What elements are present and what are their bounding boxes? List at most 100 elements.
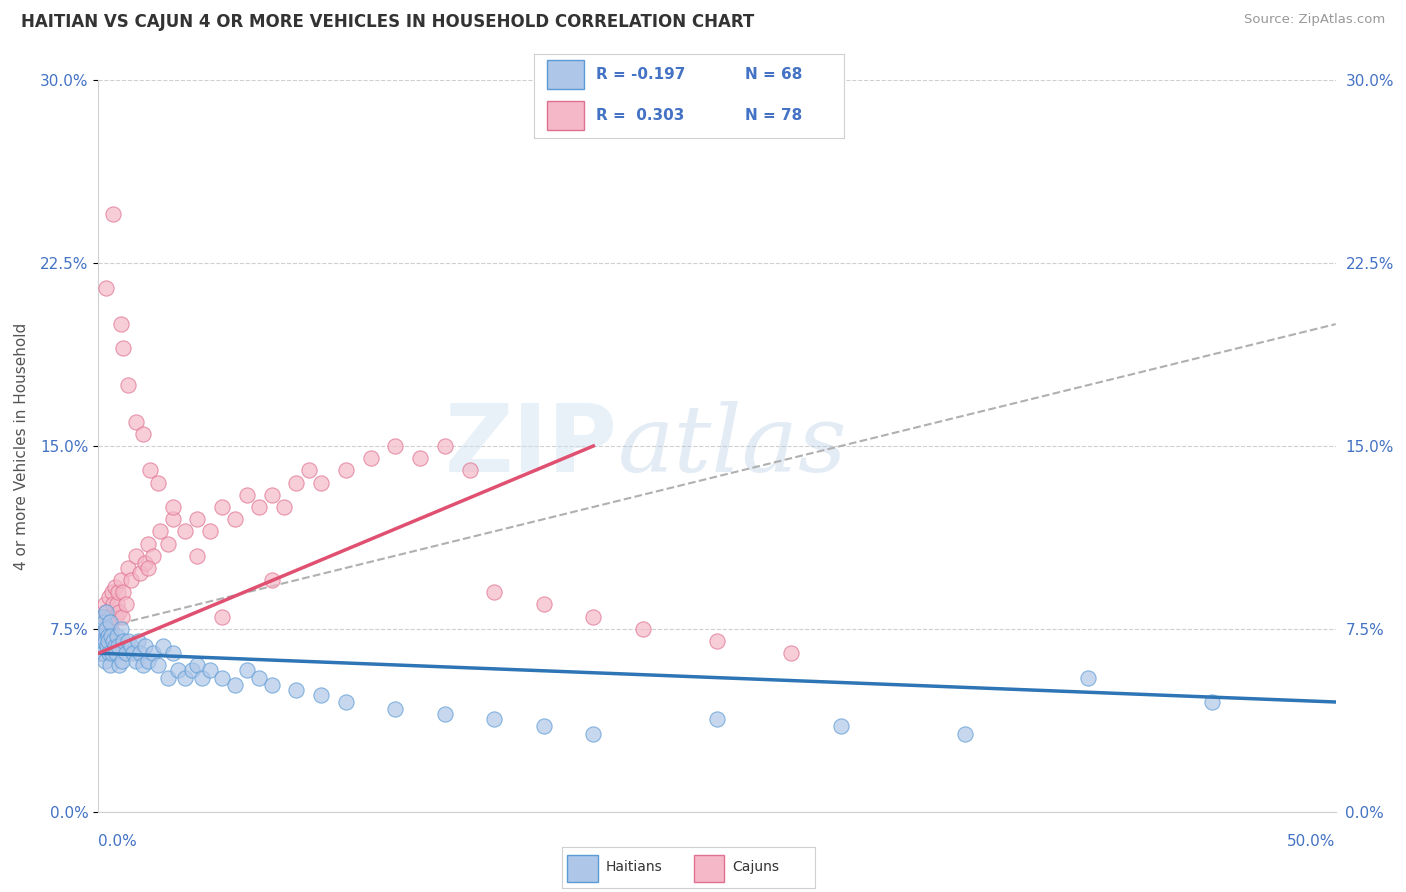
Text: ZIP: ZIP [446, 400, 619, 492]
Y-axis label: 4 or more Vehicles in Household: 4 or more Vehicles in Household [14, 322, 30, 570]
Point [117, 634, 139, 648]
Point [309, 475, 332, 490]
Point [90, 629, 112, 643]
Point [458, 463, 481, 477]
Point [96, 605, 118, 619]
Point [780, 646, 803, 660]
Point [91, 622, 114, 636]
Point [146, 658, 169, 673]
Point [186, 512, 208, 526]
Point [94, 622, 117, 636]
Point [96, 634, 118, 648]
Point [97, 629, 120, 643]
Point [198, 663, 221, 677]
Point [285, 682, 308, 697]
Point [484, 585, 506, 599]
Point [124, 549, 146, 563]
Bar [547, 61, 583, 89]
Point [181, 663, 204, 677]
Point [582, 609, 605, 624]
Point [132, 426, 155, 441]
Point [96, 639, 118, 653]
Point [117, 561, 139, 575]
Text: HAITIAN VS CAJUN 4 OR MORE VEHICLES IN HOUSEHOLD CORRELATION CHART: HAITIAN VS CAJUN 4 OR MORE VEHICLES IN H… [21, 13, 755, 31]
Point [89, 634, 111, 648]
Point [117, 378, 139, 392]
Bar [547, 101, 583, 130]
Point [93, 646, 115, 660]
Point [103, 634, 125, 648]
Point [631, 622, 654, 636]
Point [706, 712, 728, 726]
Point [100, 629, 122, 643]
Point [89, 646, 111, 660]
Text: N = 78: N = 78 [745, 108, 801, 123]
Point [136, 536, 159, 550]
Point [103, 581, 125, 595]
Point [142, 646, 165, 660]
Point [142, 549, 165, 563]
Point [298, 463, 321, 477]
Point [93, 615, 115, 629]
Point [136, 654, 159, 668]
Point [97, 590, 120, 604]
Point [108, 605, 131, 619]
Point [260, 678, 283, 692]
Point [156, 536, 179, 550]
Point [107, 585, 129, 599]
Point [162, 500, 184, 514]
Point [211, 500, 233, 514]
Point [533, 719, 555, 733]
Text: R =  0.303: R = 0.303 [596, 108, 685, 123]
Point [533, 598, 555, 612]
Point [384, 439, 406, 453]
Text: 0.0%: 0.0% [98, 834, 138, 849]
Point [93, 629, 115, 643]
Point [91, 634, 114, 648]
Point [186, 549, 208, 563]
Point [127, 634, 149, 648]
Bar [695, 855, 724, 881]
Point [260, 488, 283, 502]
Point [224, 512, 246, 526]
Point [90, 615, 112, 629]
Point [162, 646, 184, 660]
Point [98, 615, 121, 629]
Point [134, 556, 156, 570]
Point [112, 585, 135, 599]
Text: 50.0%: 50.0% [1288, 834, 1336, 849]
Point [98, 609, 121, 624]
Point [97, 634, 120, 648]
Point [309, 688, 332, 702]
Text: Cajuns: Cajuns [733, 861, 779, 874]
Point [146, 475, 169, 490]
Point [247, 500, 270, 514]
Point [93, 598, 115, 612]
Point [582, 727, 605, 741]
Point [132, 658, 155, 673]
Point [149, 524, 172, 539]
Point [433, 707, 456, 722]
Point [110, 622, 132, 636]
Point [94, 622, 117, 636]
Point [953, 727, 976, 741]
Point [94, 634, 117, 648]
Point [129, 646, 152, 660]
Point [107, 639, 129, 653]
Point [108, 658, 131, 673]
Point [110, 573, 132, 587]
Text: N = 68: N = 68 [745, 67, 801, 82]
Point [101, 585, 124, 599]
Point [236, 663, 259, 677]
Point [96, 605, 118, 619]
Point [90, 622, 112, 636]
Point [224, 678, 246, 692]
Point [112, 342, 135, 356]
Point [111, 609, 134, 624]
Point [122, 646, 145, 660]
Point [1077, 671, 1099, 685]
Point [124, 654, 146, 668]
Point [409, 451, 432, 466]
Text: atlas: atlas [619, 401, 848, 491]
Point [247, 671, 270, 685]
